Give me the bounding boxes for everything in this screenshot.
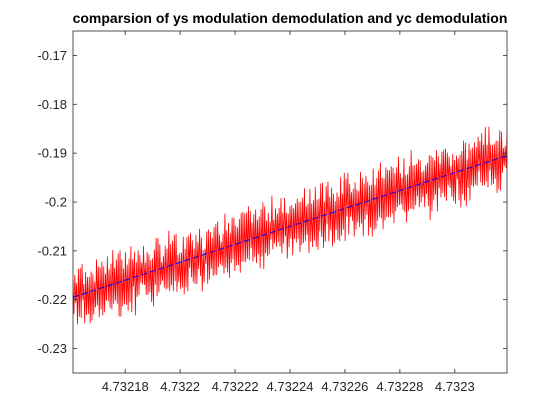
x-tick-label: 4.7322 <box>160 379 200 394</box>
x-tick-label: 4.7323 <box>435 379 475 394</box>
x-tick-label: 4.73222 <box>212 379 259 394</box>
y-tick-label: -0.19 <box>37 146 67 161</box>
y-tick-label: -0.17 <box>37 48 67 63</box>
tick-layer: -0.17 -0.18 -0.19 -0.2 -0.21 -0.22 -0.23 4.7321… <box>37 31 507 394</box>
x-tick-label: 4.73228 <box>376 379 423 394</box>
y-tick-label: -0.18 <box>37 97 67 112</box>
y-tick-label: -0.21 <box>37 243 67 258</box>
x-tick-label: 4.73218 <box>102 379 149 394</box>
x-tick-label: 4.73226 <box>321 379 368 394</box>
y-tick-label: -0.22 <box>37 292 67 307</box>
series-layer <box>73 126 507 325</box>
series-line-red <box>73 126 507 325</box>
chart-title: comparsion of ys modulation demodulation… <box>73 10 508 26</box>
axes-box <box>72 30 508 374</box>
series-line-blue-dashed <box>73 155 507 298</box>
plot-area <box>73 31 507 373</box>
y-tick-label: -0.23 <box>37 341 67 356</box>
x-tick-label: 4.73224 <box>267 379 314 394</box>
y-tick-label: -0.2 <box>45 195 67 210</box>
